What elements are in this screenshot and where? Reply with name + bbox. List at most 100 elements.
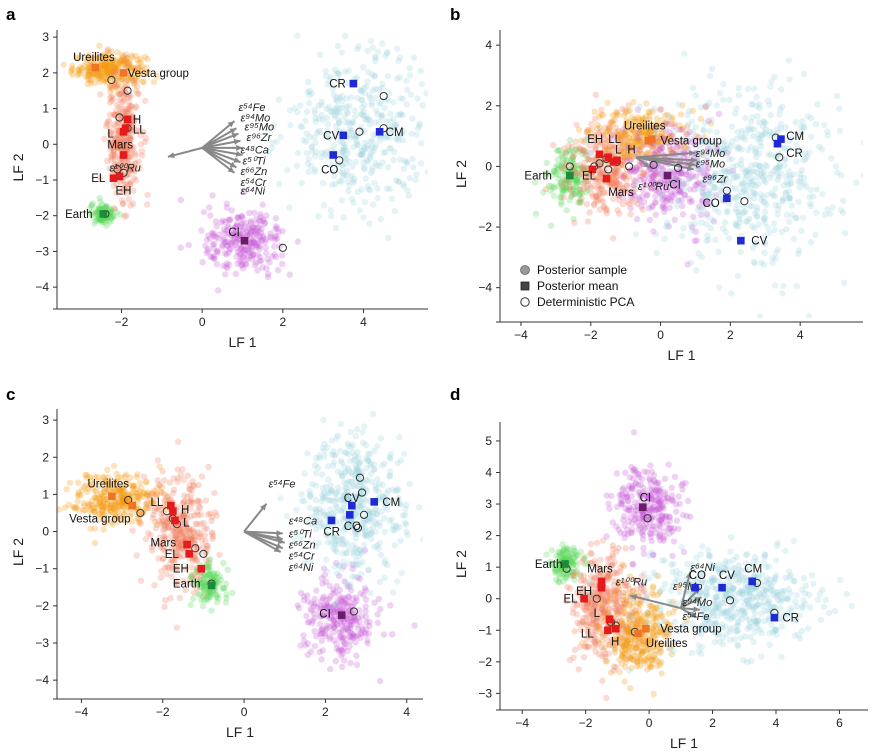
sample-point-ordinary xyxy=(169,565,177,573)
sample-point-carbonaceous xyxy=(268,144,275,152)
sample-point-carbonaceous xyxy=(767,83,774,90)
sample-point-carbonaceous xyxy=(679,177,686,185)
sample-point-ureilites xyxy=(102,63,109,71)
sample-point-carbonaceous xyxy=(354,512,361,520)
arrow-head xyxy=(167,152,175,159)
sample-point-carbonaceous xyxy=(347,478,354,486)
sample-point-ordinary xyxy=(177,526,185,533)
sample-point-carbonaceous xyxy=(754,239,761,246)
sample-point-ci xyxy=(327,593,334,600)
sample-point-earth xyxy=(571,576,578,584)
sample-point-carbonaceous xyxy=(324,81,331,88)
sample-point-ci xyxy=(705,173,712,180)
sample-point-ureilites xyxy=(122,501,129,508)
sample-point-earth xyxy=(563,157,570,164)
sample-point-carbonaceous xyxy=(824,206,831,213)
sample-point-ordinary xyxy=(130,122,137,129)
sample-point-ordinary xyxy=(172,534,180,541)
sample-point-ci xyxy=(199,259,206,266)
sample-point-ordinary xyxy=(123,186,130,193)
sample-point-carbonaceous xyxy=(336,104,343,112)
mean-marker-cr xyxy=(773,139,782,148)
sample-point-ureilites xyxy=(121,61,128,68)
pca-point xyxy=(740,197,749,206)
sample-point-earth xyxy=(576,191,583,198)
sample-point-ureilites xyxy=(118,474,125,481)
sample-point-ci xyxy=(237,245,244,253)
sample-point-ordinary xyxy=(159,518,166,525)
pca-point xyxy=(191,544,200,553)
sample-point-ordinary xyxy=(107,129,115,136)
sample-point-carbonaceous xyxy=(350,143,357,151)
sample-point-carbonaceous xyxy=(400,512,407,519)
sample-point-carbonaceous xyxy=(743,167,751,175)
sample-point-ci xyxy=(347,637,354,645)
sample-point-ci xyxy=(377,605,384,613)
sample-point-carbonaceous xyxy=(397,111,404,118)
sample-point-ordinary xyxy=(161,564,169,571)
sample-point-ureilites xyxy=(146,495,154,502)
sample-point-ordinary xyxy=(585,630,592,637)
sample-point-earth xyxy=(572,146,579,154)
sample-point-ureilites xyxy=(100,493,108,500)
sample-point-carbonaceous xyxy=(853,179,860,186)
sample-point-ureilites xyxy=(104,70,111,77)
sample-point-ci xyxy=(346,643,353,650)
sample-point-earth xyxy=(566,568,574,575)
sample-point-ureilites xyxy=(119,495,126,503)
sample-point-carbonaceous xyxy=(748,178,755,185)
sample-point-carbonaceous xyxy=(808,133,815,140)
sample-point-earth xyxy=(206,560,213,567)
sample-point-ureilites xyxy=(109,82,116,90)
sample-point-ureilites xyxy=(84,56,91,63)
group-label-ci: CI xyxy=(669,180,681,192)
sample-point-carbonaceous xyxy=(366,92,373,99)
sample-point-earth xyxy=(202,583,209,590)
sample-point-carbonaceous xyxy=(650,105,658,113)
sample-point-ci xyxy=(236,257,243,264)
sample-point-ci xyxy=(349,561,357,568)
sample-point-carbonaceous xyxy=(774,206,782,213)
sample-point-carbonaceous xyxy=(362,525,369,532)
sample-point-ordinary xyxy=(593,539,601,547)
sample-point-ordinary xyxy=(611,183,618,190)
sample-point-carbonaceous xyxy=(343,489,351,496)
sample-point-ordinary xyxy=(174,536,182,543)
loading-label: ε⁵⁴Cr xyxy=(240,177,267,189)
sample-point-ureilites xyxy=(130,64,137,72)
sample-point-ureilites xyxy=(692,132,700,140)
sample-point-ureilites xyxy=(589,131,597,138)
sample-point-ordinary xyxy=(613,181,620,188)
sample-point-ci xyxy=(246,249,253,256)
sample-point-ci xyxy=(311,610,318,617)
sample-point-carbonaceous xyxy=(729,138,736,145)
mean-marker-vesta-group xyxy=(128,501,137,510)
sample-point-carbonaceous xyxy=(778,228,786,236)
sample-point-carbonaceous xyxy=(729,170,736,177)
sample-point-ordinary xyxy=(123,51,130,58)
sample-point-carbonaceous xyxy=(391,527,398,534)
sample-point-carbonaceous xyxy=(402,505,409,513)
sample-point-ureilites xyxy=(75,66,82,74)
sample-point-ureilites xyxy=(639,115,647,122)
sample-point-carbonaceous xyxy=(725,166,732,174)
sample-point-earth xyxy=(554,562,562,569)
sample-point-carbonaceous xyxy=(325,511,333,518)
sample-point-ci xyxy=(648,185,655,192)
sample-point-carbonaceous xyxy=(355,552,363,559)
sample-point-ci xyxy=(258,257,265,264)
sample-point-ci xyxy=(660,135,667,143)
sample-point-carbonaceous xyxy=(345,521,352,528)
sample-point-ci xyxy=(233,220,241,227)
sample-point-carbonaceous xyxy=(786,145,793,153)
sample-point-ci xyxy=(333,645,340,652)
sample-point-ci xyxy=(249,256,256,263)
sample-point-ureilites xyxy=(91,70,99,78)
sample-point-ureilites xyxy=(667,132,674,139)
sample-point-ureilites xyxy=(84,53,92,61)
x-tick-label: 0 xyxy=(657,328,664,342)
sample-point-ci xyxy=(215,235,222,242)
sample-point-ordinary xyxy=(578,170,585,177)
sample-point-carbonaceous xyxy=(712,206,719,213)
sample-point-carbonaceous xyxy=(772,165,780,172)
